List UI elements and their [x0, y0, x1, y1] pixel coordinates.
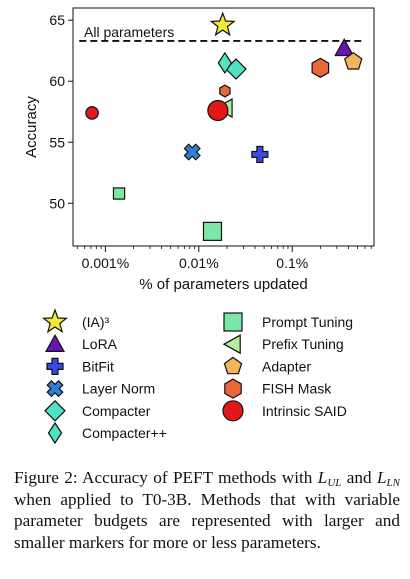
data-point-ia: [209, 11, 236, 37]
legend-label-adapter: Adapter: [262, 358, 311, 374]
caption-symbol-lul-base: L: [317, 468, 328, 487]
caption-symbol-lln: LLN: [376, 468, 401, 489]
legend-label-prefix-tuning: Prefix Tuning: [262, 336, 344, 352]
caption-symbol-lul: LUL: [317, 468, 342, 489]
data-point-compacter: [217, 51, 233, 75]
legend-label-lora: LoRA: [82, 336, 118, 352]
y-tick-label: 50: [49, 195, 65, 211]
legend-marker-ia: [41, 308, 69, 334]
legend-label-ia: (IA)³: [82, 314, 110, 330]
legend-marker-prefix-tuning: [222, 334, 241, 355]
legend-label-layer-norm: Layer Norm: [82, 381, 155, 397]
legend-marker-adapter: [223, 356, 243, 375]
caption-symbol-lln-sub: LN: [386, 477, 401, 489]
caption-symbol-lul-sub: UL: [327, 477, 342, 489]
caption-symbol-lln-base: L: [376, 468, 387, 487]
legend-label-prompt-tuning: Prompt Tuning: [262, 314, 353, 330]
legend-label-fish-mask: FISH Mask: [262, 381, 332, 397]
legend-label-intrinsic-said: Intrinsic SAID: [262, 403, 347, 419]
x-tick-label: 0.001%: [82, 255, 129, 271]
caption-and: and: [346, 468, 372, 487]
caption-rest: when applied to T0-3B. Methods that with…: [14, 489, 400, 552]
data-point-bitfit: [251, 145, 269, 164]
y-axis-label: Accuracy: [23, 96, 40, 158]
data-point-fish-mask: [219, 84, 231, 98]
x-axis-label: % of parameters updated: [139, 276, 307, 293]
data-point-layer-norm: [183, 143, 201, 161]
legend-marker-fish-mask: [224, 378, 242, 399]
data-marks: [85, 11, 363, 241]
data-point-fish-mask: [311, 57, 330, 78]
y-tick-label: 55: [49, 134, 65, 150]
data-point-adapter: [343, 51, 363, 70]
plot-area: [72, 7, 375, 247]
legend-marker-layer-norm: [46, 379, 64, 398]
legend-label-bitfit: BitFit: [82, 358, 114, 374]
legend-marker-intrinsic-said: [222, 400, 244, 422]
data-point-intrinsic-said: [85, 106, 99, 120]
legend-label-compacter: Compacter++: [82, 425, 167, 441]
y-tick-label: 60: [49, 73, 65, 89]
plot-frame: [72, 7, 375, 247]
data-point-lora: [334, 38, 355, 57]
data-point-intrinsic-said: [207, 99, 229, 122]
x-tick-label: 0.1%: [276, 255, 308, 271]
legend-marker-bitfit: [46, 357, 64, 375]
x-tick-label: 0.01%: [179, 255, 219, 271]
legend-marker-compacter: [47, 421, 63, 445]
axes: 50 55 60 65 0.001% 0.01% 0.1% % of parameters u…: [23, 12, 372, 293]
legend-marker-compacter: [44, 399, 66, 422]
all-parameters-label: All parameters: [84, 24, 174, 40]
legend: (IA)³ LoRA BitFit Layer Norm Compacter Compac…: [41, 308, 353, 445]
legend-marker-prompt-tuning: [223, 312, 243, 332]
caption-prefix: Figure 2: Accuracy of PEFT methods with: [14, 468, 318, 487]
legend-label-compacter: Compacter: [82, 403, 151, 419]
figure-caption: Figure 2: Accuracy of PEFT methods with …: [14, 467, 400, 553]
y-tick-label: 65: [49, 12, 65, 28]
legend-marker-lora: [44, 333, 66, 352]
data-point-prompt-tuning: [202, 221, 223, 241]
data-point-prompt-tuning: [112, 187, 126, 200]
